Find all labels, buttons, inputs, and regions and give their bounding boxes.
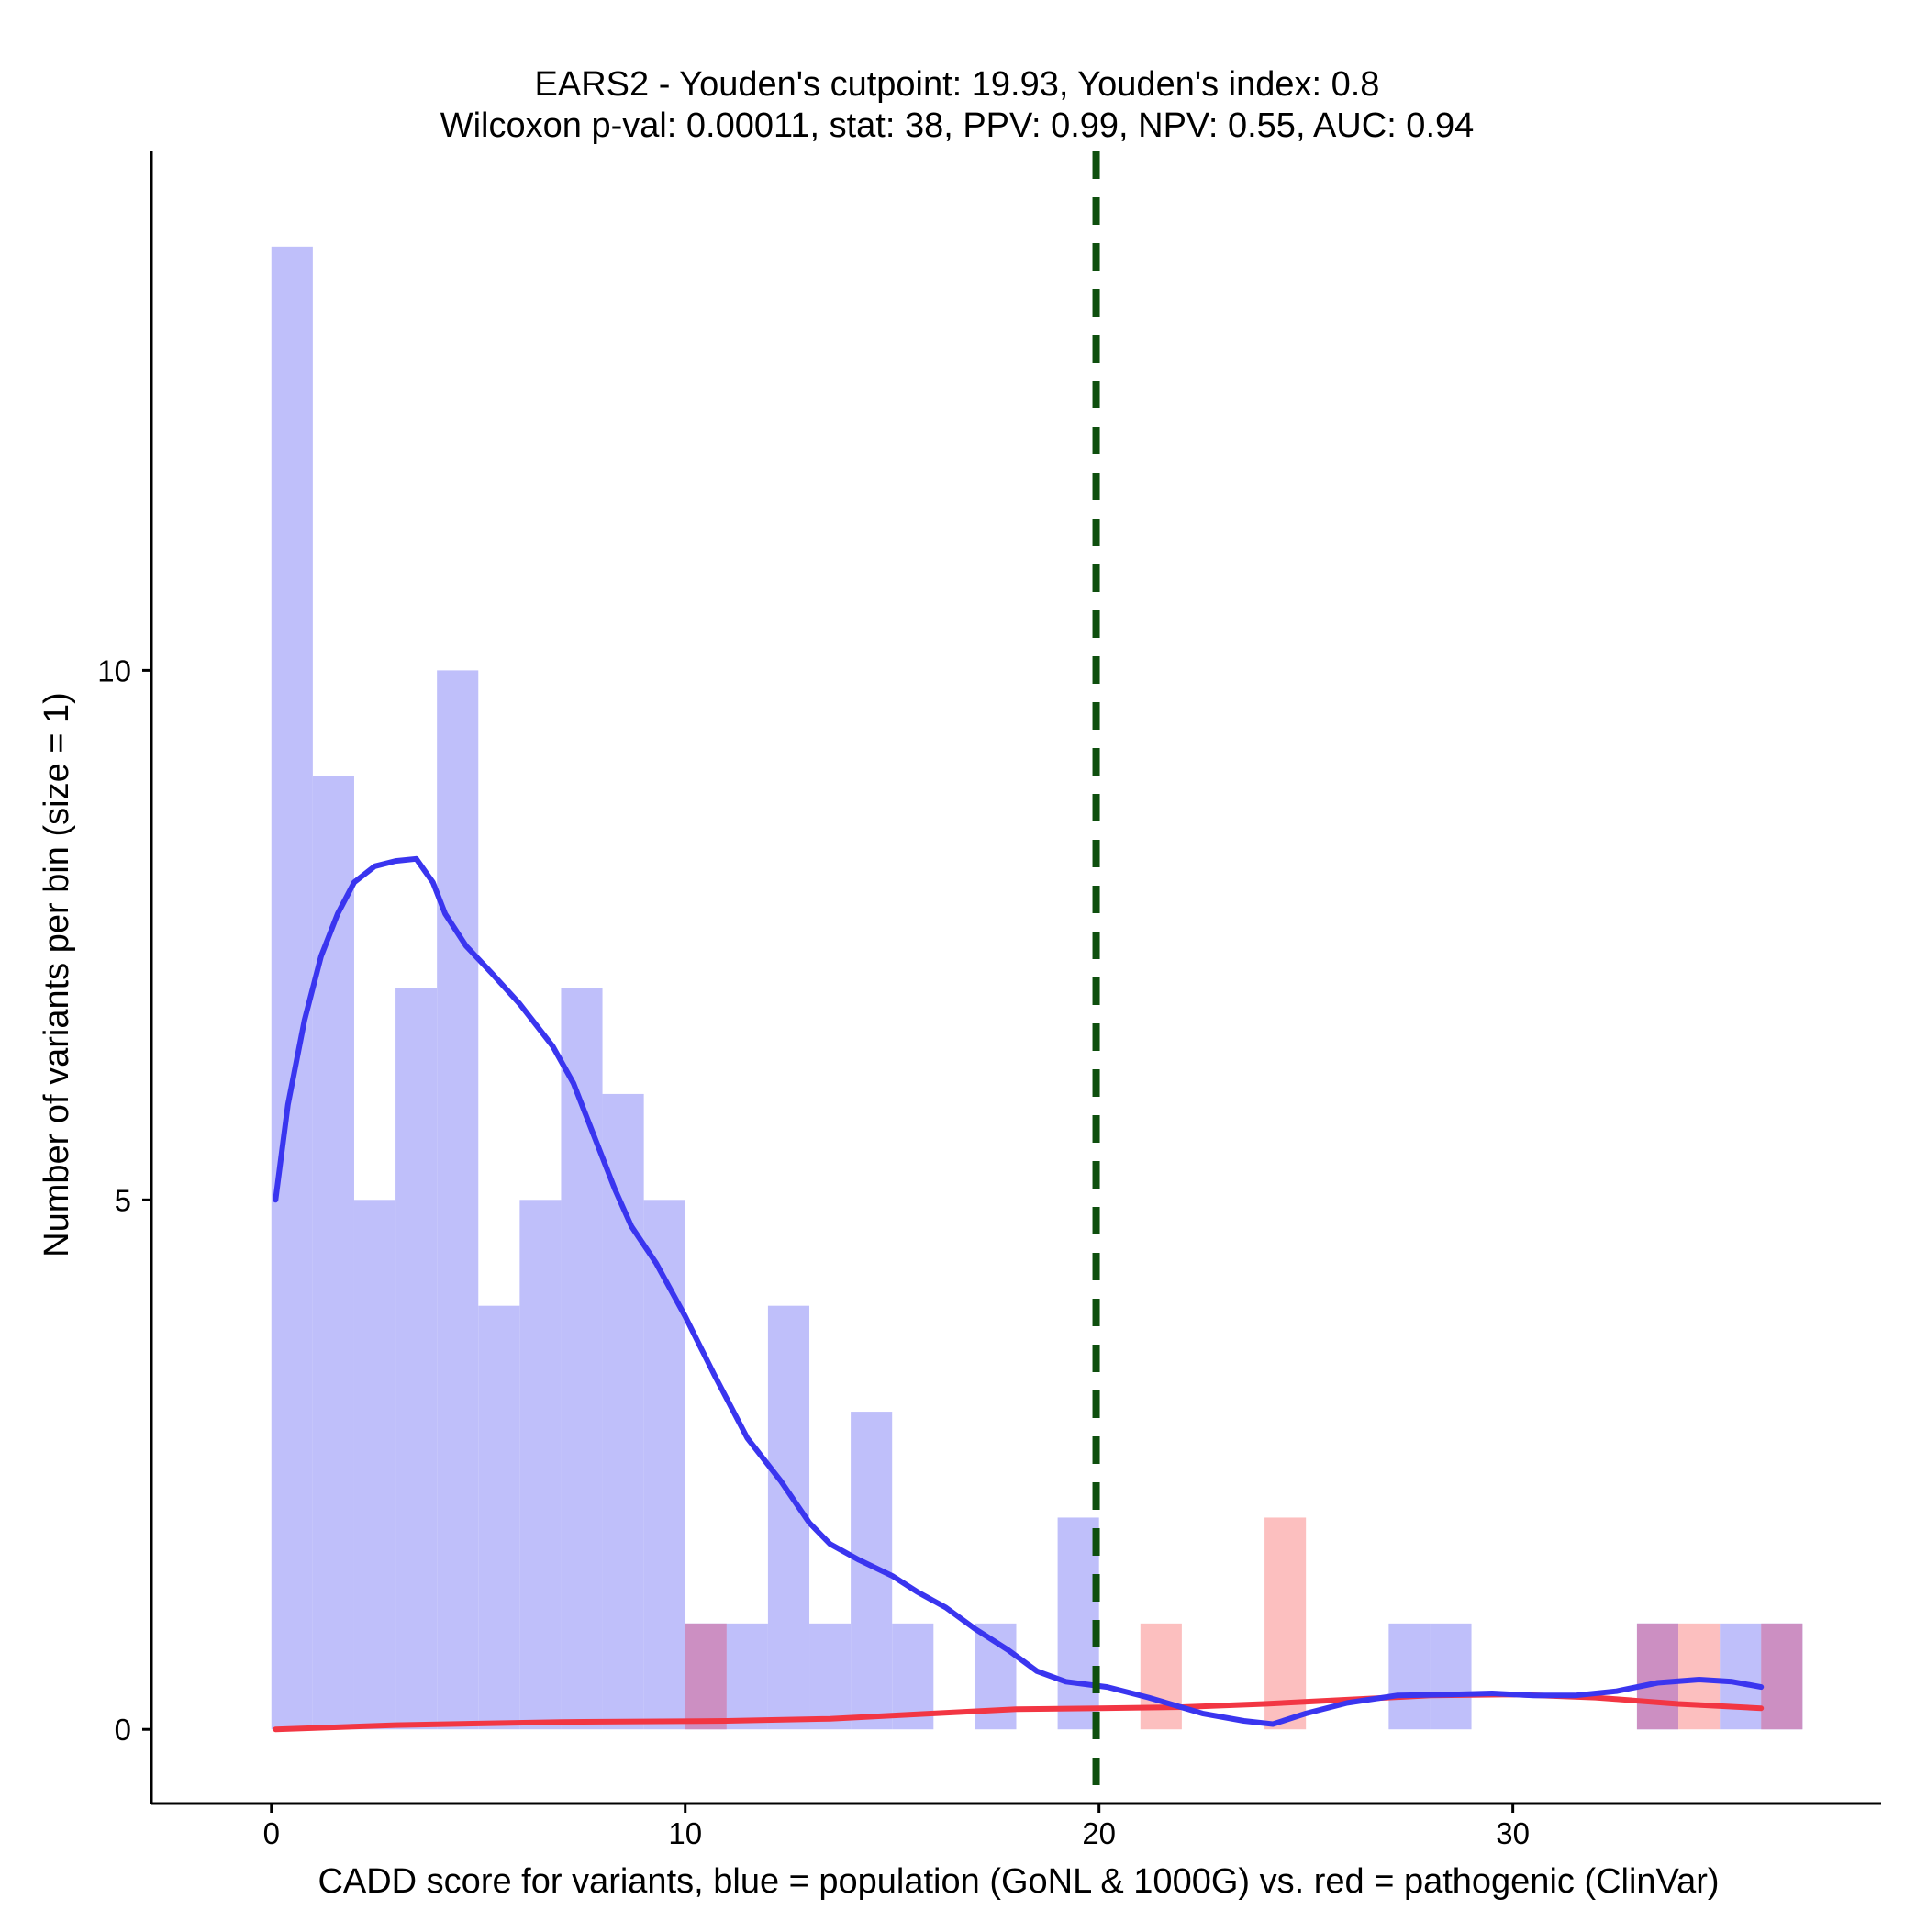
population-bar bbox=[437, 670, 479, 1730]
axes bbox=[150, 151, 1881, 1805]
pathogenic-bar bbox=[1264, 1517, 1307, 1730]
y-tick-label: 5 bbox=[115, 1183, 131, 1217]
chart-title-line-1: EARS2 - Youden's cutpoint: 19.93, Youden… bbox=[535, 65, 1380, 104]
population-bar bbox=[519, 1200, 562, 1730]
population-density-line bbox=[273, 855, 1765, 1727]
x-axis-label: CADD score for variants, blue = populati… bbox=[317, 1862, 1719, 1901]
population-bar bbox=[602, 1093, 644, 1730]
x-tick-label: 10 bbox=[668, 1816, 702, 1850]
population-bar bbox=[478, 1305, 520, 1730]
population-bar bbox=[726, 1623, 768, 1730]
population-bars bbox=[271, 246, 1803, 1730]
population-bar bbox=[271, 246, 313, 1730]
population-bar bbox=[353, 1200, 396, 1730]
population-bar bbox=[395, 988, 438, 1730]
population-bar bbox=[1388, 1623, 1431, 1730]
pathogenic-bar bbox=[1140, 1623, 1182, 1730]
population-bar bbox=[1430, 1623, 1472, 1730]
ticks: 0 10 20 30 0 5 10 bbox=[97, 653, 1530, 1850]
chart-title-line-2: Wilcoxon p-val: 0.00011, stat: 38, PPV: … bbox=[440, 106, 1475, 145]
population-bar bbox=[1720, 1623, 1762, 1730]
population-bar bbox=[312, 776, 354, 1730]
population-bar bbox=[809, 1623, 852, 1730]
overlap-bar bbox=[685, 1623, 727, 1730]
y-axis-label: Number of variants per bin (size = 1) bbox=[38, 692, 76, 1257]
x-tick-label: 30 bbox=[1496, 1816, 1530, 1850]
density-curves bbox=[273, 855, 1765, 1733]
population-bar bbox=[643, 1200, 685, 1730]
overlap-bar bbox=[1761, 1623, 1803, 1730]
overlap-bar bbox=[1636, 1623, 1679, 1730]
y-tick-label: 10 bbox=[97, 653, 131, 687]
x-tick-label: 0 bbox=[263, 1816, 280, 1850]
x-tick-label: 20 bbox=[1082, 1816, 1116, 1850]
pathogenic-bar bbox=[1678, 1623, 1721, 1730]
pathogenic-bars bbox=[685, 1517, 1803, 1730]
population-bar bbox=[1057, 1517, 1099, 1730]
y-tick-label: 0 bbox=[115, 1713, 131, 1747]
